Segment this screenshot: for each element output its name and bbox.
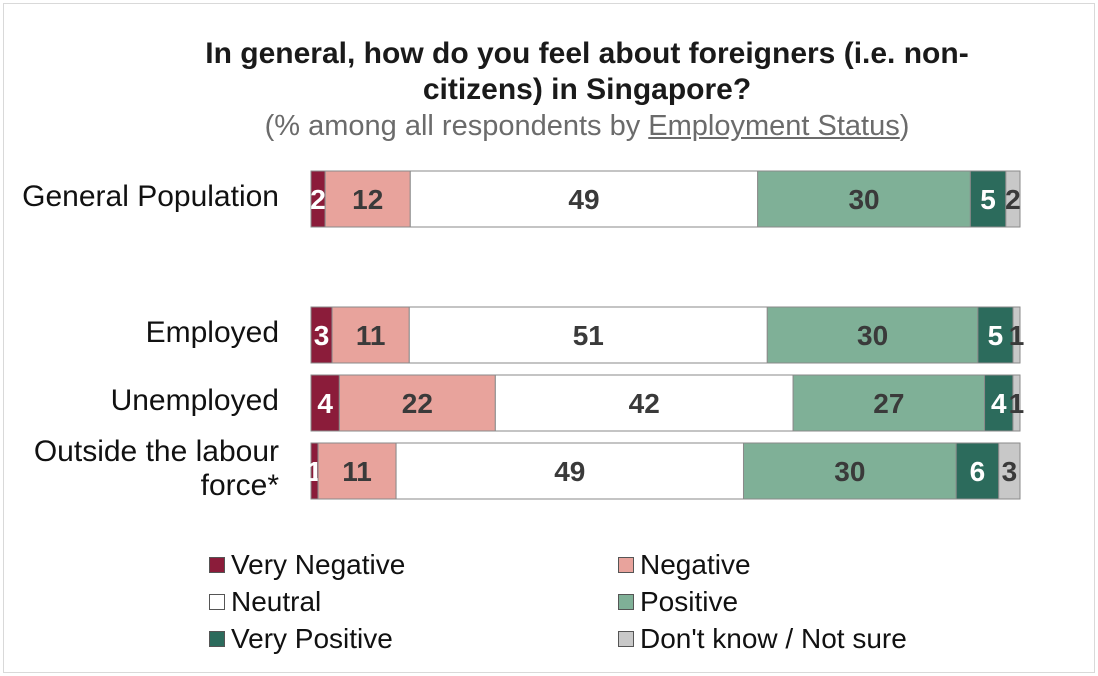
data-label: 12 <box>352 184 383 215</box>
subtitle-suffix: ) <box>899 110 910 142</box>
legend-item: Very Positive <box>209 623 393 655</box>
category-label-3: Unemployed <box>111 384 279 418</box>
bar-segment <box>998 442 1021 500</box>
data-label: 49 <box>568 184 599 215</box>
legend-swatch <box>209 630 225 647</box>
legend-item: Neutral <box>209 586 321 618</box>
data-label: 3 <box>314 320 330 351</box>
subtitle-prefix: (% among all respondents by <box>264 110 649 142</box>
data-label: 1 <box>1009 388 1025 419</box>
data-label: 4 <box>317 388 333 419</box>
bar-segment <box>310 374 340 432</box>
bar-segment <box>324 170 411 228</box>
category-label-line: Employed <box>145 316 279 349</box>
data-label: 22 <box>402 388 433 419</box>
data-label: 30 <box>857 320 888 351</box>
data-label: 5 <box>988 320 1004 351</box>
data-label: 51 <box>573 320 604 351</box>
subtitle-employment-status: Employment Status <box>648 110 900 142</box>
data-label: 5 <box>980 184 996 215</box>
data-label: 2 <box>1005 184 1021 215</box>
data-label: 42 <box>629 388 660 419</box>
legend-label: Neutral <box>231 586 322 617</box>
stacked-bar-chart: 2 12 49 30 5 23 11 51 30 5 14 22 42 27 4 11 11 49 30 6 3 <box>307 170 1025 500</box>
legend-swatch <box>209 556 225 573</box>
chart-title-line-2: citizens) in Singapore? <box>422 73 752 106</box>
bar-segment <box>338 374 496 432</box>
legend-label: Very Positive <box>231 623 393 654</box>
data-label: 6 <box>970 456 986 487</box>
category-label-line: Outside the labour <box>33 435 279 468</box>
data-label: 4 <box>991 388 1007 419</box>
category-label-4: Outside the labour force* <box>34 435 279 503</box>
data-label: 27 <box>873 388 904 419</box>
legend-label: Positive <box>640 586 739 617</box>
legend-label: Don't know / Not sure <box>640 623 907 654</box>
category-label-2: Employed <box>146 316 279 350</box>
bar-segment <box>955 442 1000 500</box>
legend-item: Don't know / Not sure <box>618 623 907 655</box>
legend-swatch <box>618 593 634 610</box>
bar-segment <box>409 170 759 228</box>
legend-label: Very Negative <box>231 549 406 580</box>
legend-label: Negative <box>640 549 751 580</box>
bar-segment <box>757 170 971 228</box>
data-label: 30 <box>834 456 865 487</box>
data-label: 49 <box>554 456 585 487</box>
legend-item: Positive <box>618 586 738 618</box>
data-label: 3 <box>1002 456 1018 487</box>
legend-item: Very Negative <box>209 549 405 581</box>
bar-segment <box>1012 306 1021 364</box>
bar-segment <box>792 374 986 432</box>
category-label-line: Unemployed <box>110 384 279 417</box>
data-label: 1 <box>1009 320 1025 351</box>
legend-item: Negative <box>618 549 751 581</box>
bar-segment <box>408 306 768 364</box>
data-label: 11 <box>356 320 386 351</box>
legend-swatch <box>618 630 634 647</box>
legend-swatch <box>209 593 225 610</box>
bar-segment <box>331 306 410 364</box>
legend-swatch <box>618 556 634 573</box>
chart-frame: In general, how do you feel about foreig… <box>3 3 1095 673</box>
bar-segment <box>742 442 957 500</box>
data-label: 11 <box>342 456 372 487</box>
bar-segment <box>1005 170 1021 228</box>
bar-segment <box>766 306 979 364</box>
bar-segment <box>494 374 794 432</box>
chart-subtitle: (% among all respondents by Employment S… <box>4 108 1098 144</box>
data-label: 30 <box>848 184 879 215</box>
bar-segment <box>1012 374 1021 432</box>
category-label-1: General Population <box>22 180 279 214</box>
data-label: 2 <box>310 184 326 215</box>
bar-segment <box>395 442 744 500</box>
category-label-line: General Population <box>22 180 279 213</box>
category-label-line: force* <box>200 469 279 502</box>
chart-title-line-1: In general, how do you feel about foreig… <box>205 37 969 70</box>
